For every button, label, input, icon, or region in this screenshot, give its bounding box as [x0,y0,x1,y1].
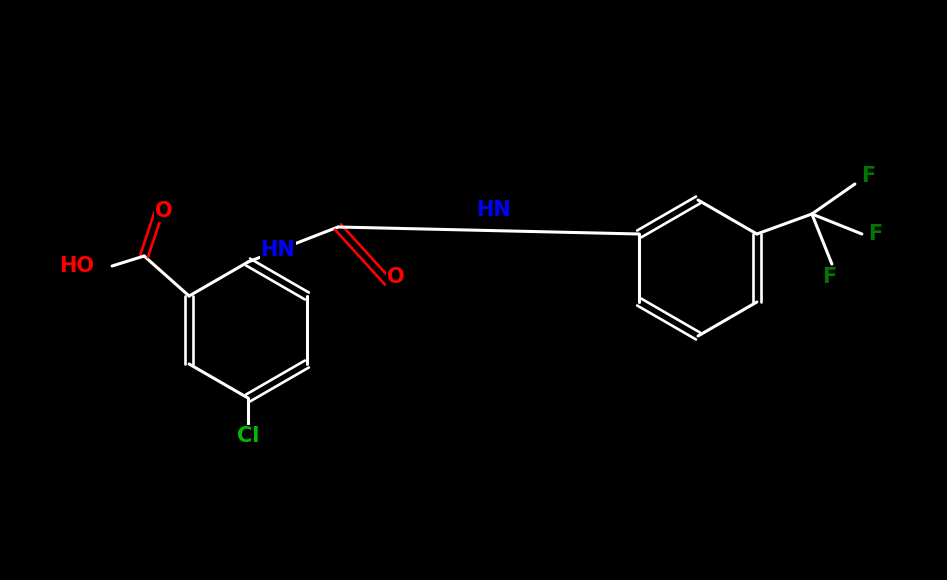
Text: O: O [155,201,173,221]
Text: HN: HN [476,201,511,220]
Text: F: F [822,267,836,287]
Text: HN: HN [260,240,295,259]
Text: F: F [867,224,882,244]
Text: F: F [861,166,875,186]
Text: HO: HO [59,256,94,276]
Text: O: O [387,267,404,287]
Text: Cl: Cl [237,426,259,446]
